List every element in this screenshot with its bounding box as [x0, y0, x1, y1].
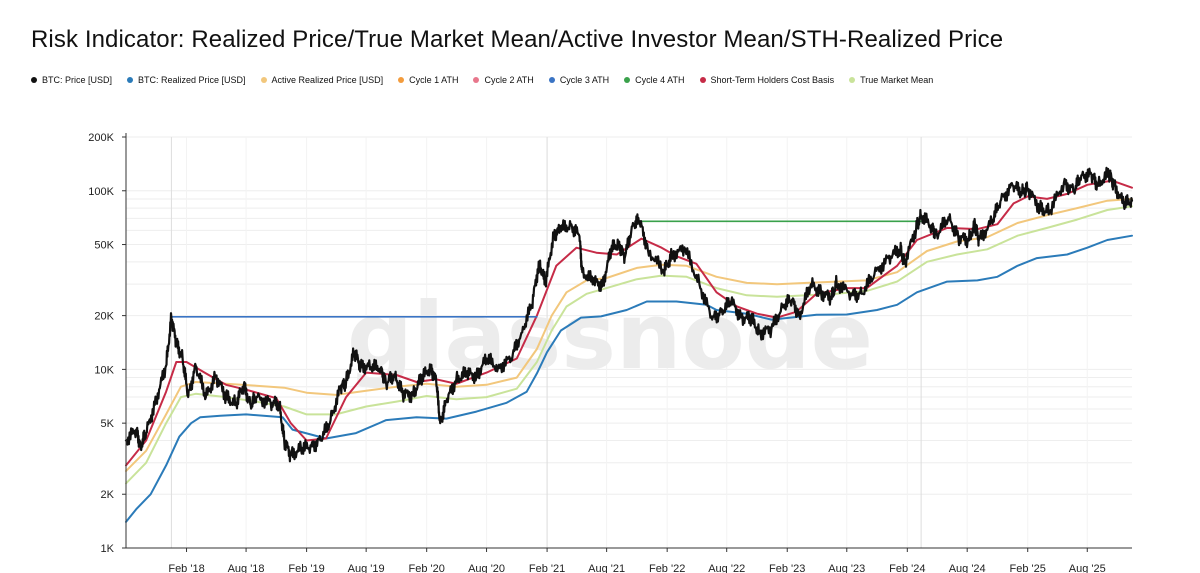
x-tick-label: Aug '25	[1069, 563, 1106, 573]
legend-swatch	[624, 77, 631, 83]
legend-swatch	[127, 77, 134, 83]
y-tick-label: 5K	[101, 418, 115, 430]
legend-label: Active Realized Price [USD]	[271, 75, 384, 85]
series-layer	[124, 166, 1134, 523]
chart-legend: BTC: Price [USD] BTC: Realized Price [USD…	[31, 75, 933, 85]
y-tick-label: 10K	[94, 364, 114, 376]
legend-item[interactable]: Cycle 1 ATH	[398, 75, 458, 85]
legend-item[interactable]: Cycle 3 ATH	[548, 75, 610, 85]
legend-label: BTC: Realized Price [USD]	[138, 75, 246, 85]
legend-label: True Market Mean	[860, 75, 934, 85]
axes: 1K 2K 5K 10K 20K 50K 100K 200K Feb '18 Aug '18 Feb…	[88, 132, 1132, 573]
legend-item[interactable]: Active Realized Price [USD]	[260, 75, 384, 85]
legend-item[interactable]: Short-Term Holders Cost Basis	[699, 75, 835, 85]
x-tick-label: Aug '20	[468, 563, 505, 573]
legend-swatch	[849, 77, 856, 83]
y-tick-label: 100K	[88, 186, 114, 198]
legend-label: Cycle 2 ATH	[484, 75, 534, 85]
legend-item[interactable]: BTC: Price [USD]	[31, 75, 112, 85]
y-tick-label: 2K	[101, 489, 115, 501]
legend-swatch	[260, 77, 267, 83]
x-tick-label: Aug '18	[228, 563, 265, 573]
x-tick-label: Feb '20	[409, 563, 445, 573]
series-line-btc-price-usd	[124, 166, 1134, 463]
legend-label: Short-Term Holders Cost Basis	[710, 75, 835, 85]
x-tick-label: Feb '23	[769, 563, 805, 573]
y-tick-label: 20K	[94, 311, 114, 323]
legend-label: Cycle 3 ATH	[559, 75, 610, 85]
legend-item[interactable]: Cycle 2 ATH	[473, 75, 534, 85]
x-tick-label: Feb '19	[288, 563, 324, 573]
legend-swatch	[699, 77, 706, 83]
x-tick-label: Aug '22	[708, 563, 745, 573]
x-tick-label: Aug '21	[588, 563, 625, 573]
legend-swatch	[31, 77, 37, 83]
legend-swatch	[398, 77, 405, 83]
y-tick-label: 50K	[94, 240, 114, 252]
legend-item[interactable]: True Market Mean	[849, 75, 933, 85]
legend-swatch	[473, 77, 480, 83]
chart-title: Risk Indicator: Realized Price/True Mark…	[31, 26, 1004, 53]
x-tick-label: Aug '19	[348, 563, 385, 573]
legend-label: BTC: Price [USD]	[42, 75, 113, 85]
series-line-btc-realized-price-usd	[125, 234, 1133, 523]
y-tick-label: 1K	[101, 543, 115, 555]
x-tick-label: Feb '21	[529, 563, 565, 573]
x-tick-label: Feb '22	[649, 563, 685, 573]
legend-label: Cycle 1 ATH	[409, 75, 459, 85]
legend-swatch	[548, 77, 555, 83]
grid	[126, 136, 1132, 549]
legend-item[interactable]: BTC: Realized Price [USD]	[127, 75, 246, 85]
x-tick-label: Aug '24	[949, 563, 986, 573]
legend-item[interactable]: Cycle 4 ATH	[624, 75, 685, 85]
legend-label: Cycle 4 ATH	[635, 75, 685, 85]
y-tick-label: 200K	[88, 132, 114, 144]
x-tick-label: Feb '24	[889, 563, 925, 573]
x-tick-label: Feb '18	[168, 563, 204, 573]
x-tick-label: Aug '23	[828, 563, 865, 573]
x-tick-label: Feb '25	[1010, 563, 1046, 573]
